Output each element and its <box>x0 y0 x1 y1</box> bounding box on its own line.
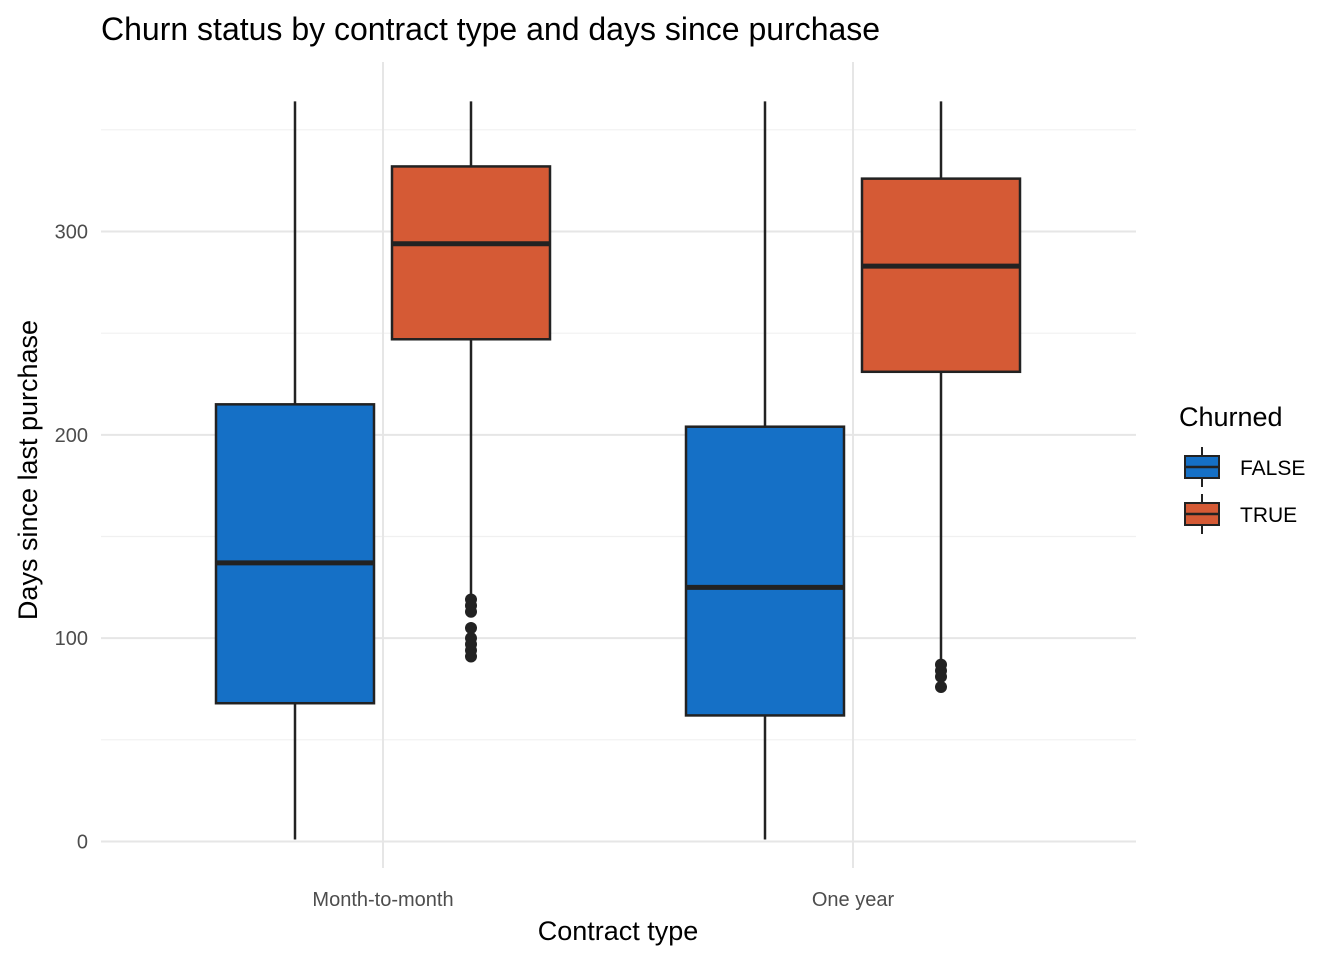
legend-label: TRUE <box>1240 504 1297 527</box>
box-false-0 <box>214 101 376 840</box>
outlier-point <box>465 622 477 634</box>
y-tick-label: 0 <box>77 832 88 854</box>
legend-key-false: FALSE <box>1184 447 1305 487</box>
legend: Churned FALSE TRUE <box>1179 402 1305 534</box>
outlier-point <box>465 593 477 606</box>
y-tick-label: 200 <box>55 425 88 447</box>
legend-title: Churned <box>1179 402 1283 432</box>
y-tick-label: 300 <box>55 222 88 244</box>
box-iqr <box>860 177 1022 374</box>
y-tick-labels: 0 100 200 300 <box>55 222 88 854</box>
outlier-point <box>935 680 947 693</box>
x-axis-title: Contract type <box>538 916 699 946</box>
legend-key-true: TRUE <box>1184 494 1297 534</box>
y-axis-title: Days since last purchase <box>13 320 43 620</box>
box-iqr <box>390 165 552 341</box>
x-tick-label: One year <box>812 889 895 911</box>
box-true-1 <box>860 101 1022 693</box>
boxplots <box>214 101 1022 840</box>
box-true-0 <box>390 101 552 663</box>
outlier-point <box>465 632 477 645</box>
chart-title: Churn status by contract type and days s… <box>101 11 880 47</box>
box-false-1 <box>684 101 846 840</box>
box-iqr <box>684 425 846 717</box>
x-tick-label: Month-to-month <box>312 889 453 911</box>
box-iqr <box>214 403 376 705</box>
x-tick-labels: Month-to-month One year <box>312 889 894 911</box>
outlier-point <box>935 658 947 671</box>
legend-label: FALSE <box>1240 457 1305 480</box>
y-tick-label: 100 <box>55 628 88 650</box>
